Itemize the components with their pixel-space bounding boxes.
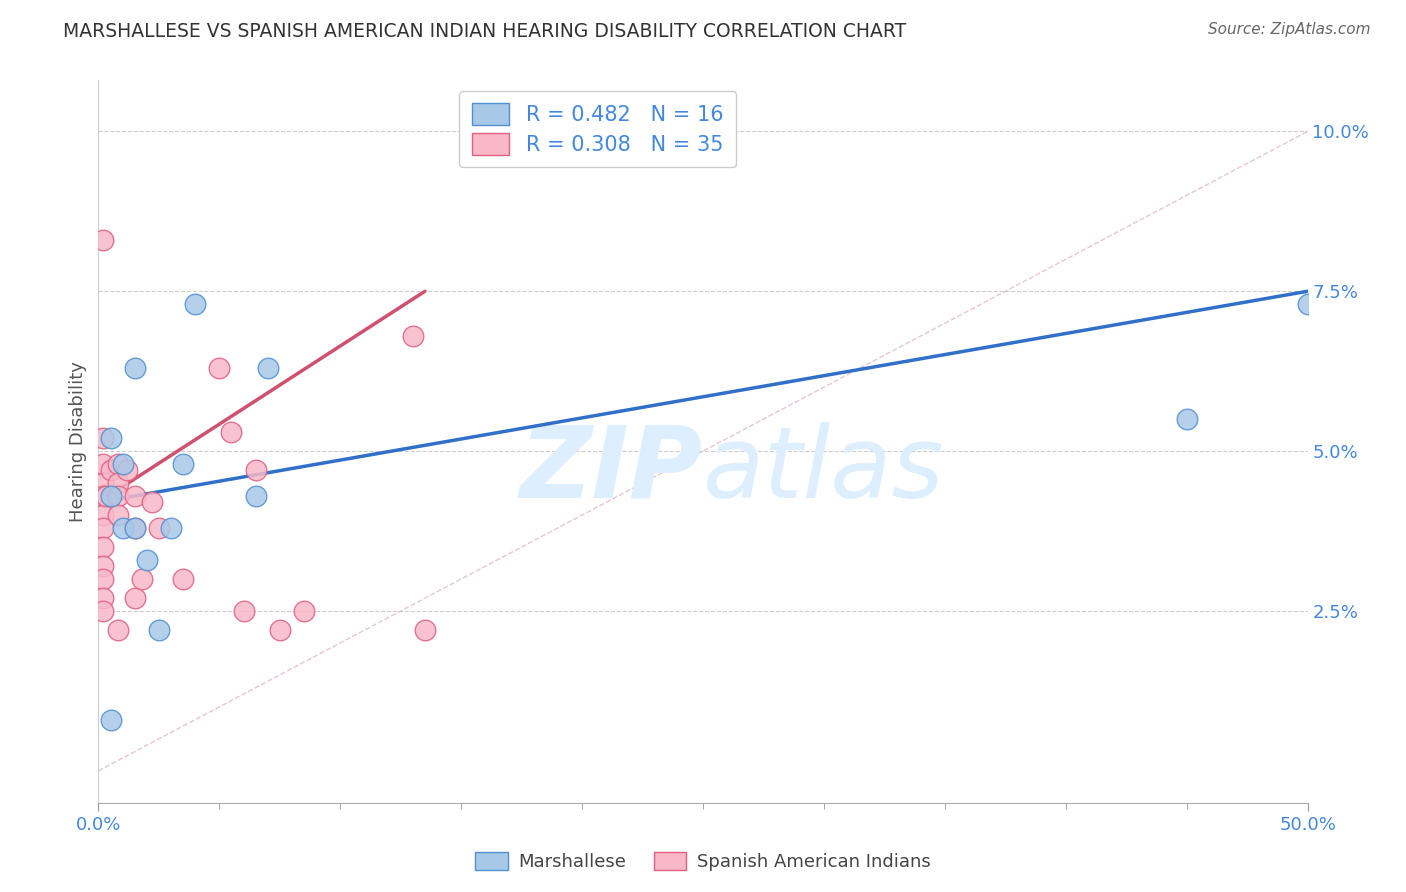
Point (91, 233, 114, 247)
Point (91, 476, 114, 491)
Point (91, 508, 114, 522)
Point (413, 623, 436, 637)
Point (100, 489, 122, 503)
Point (91, 521, 114, 535)
Point (107, 476, 129, 491)
Point (124, 489, 146, 503)
Text: atlas: atlas (703, 422, 945, 519)
Point (1175, 412, 1198, 426)
Point (107, 457, 129, 471)
Point (1296, 297, 1319, 311)
Point (269, 623, 291, 637)
Point (107, 623, 129, 637)
Point (148, 623, 170, 637)
Point (91, 431, 114, 445)
Point (172, 457, 194, 471)
Point (131, 572, 153, 586)
Point (402, 329, 425, 343)
Point (184, 297, 207, 311)
Point (111, 521, 134, 535)
Point (91, 591, 114, 606)
Text: Source: ZipAtlas.com: Source: ZipAtlas.com (1208, 22, 1371, 37)
Legend: Marshallese, Spanish American Indians: Marshallese, Spanish American Indians (468, 845, 938, 879)
Point (245, 489, 267, 503)
Point (172, 572, 194, 586)
Point (91, 540, 114, 554)
Point (91, 604, 114, 618)
Point (100, 463, 122, 477)
Point (256, 361, 278, 376)
Point (232, 604, 254, 618)
Point (107, 489, 129, 503)
Text: ZIP: ZIP (520, 422, 703, 519)
Point (148, 521, 170, 535)
Point (208, 361, 231, 376)
Point (107, 508, 129, 522)
Point (124, 361, 146, 376)
Point (124, 521, 146, 535)
Point (141, 495, 163, 509)
Point (91, 489, 114, 503)
Point (160, 521, 183, 535)
Point (124, 521, 146, 535)
Legend: R = 0.482   N = 16, R = 0.308   N = 35: R = 0.482 N = 16, R = 0.308 N = 35 (460, 91, 737, 168)
Point (100, 713, 122, 727)
Point (111, 457, 134, 471)
Point (221, 425, 243, 439)
Point (94, 489, 117, 503)
Point (292, 604, 315, 618)
Point (91, 559, 114, 574)
Point (135, 553, 157, 567)
Point (91, 572, 114, 586)
Y-axis label: Hearing Disability: Hearing Disability (69, 361, 87, 522)
Text: MARSHALLESE VS SPANISH AMERICAN INDIAN HEARING DISABILITY CORRELATION CHART: MARSHALLESE VS SPANISH AMERICAN INDIAN H… (63, 22, 907, 41)
Point (245, 463, 267, 477)
Point (100, 431, 122, 445)
Point (124, 591, 146, 606)
Point (117, 463, 139, 477)
Point (91, 457, 114, 471)
